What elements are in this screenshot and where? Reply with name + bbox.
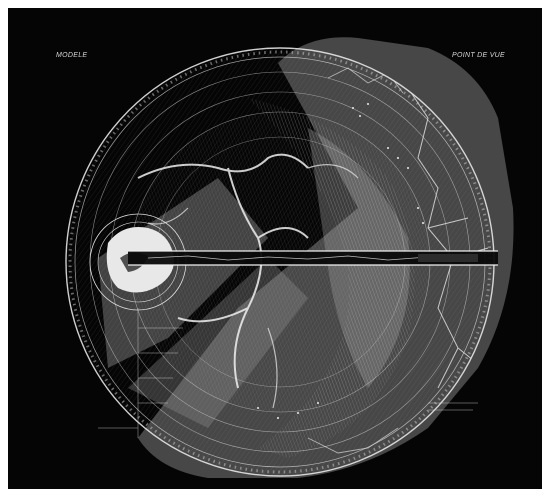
- poster-artwork: MODELE POINT DE VUE: [8, 8, 542, 489]
- modele-label: MODELE: [56, 52, 88, 59]
- horizontal-band: [128, 250, 498, 266]
- circular-map-drawing: [65, 37, 514, 479]
- dot-clusters: [257, 103, 424, 419]
- annotation-lines: [98, 308, 478, 438]
- point-de-vue-label: POINT DE VUE: [452, 52, 505, 59]
